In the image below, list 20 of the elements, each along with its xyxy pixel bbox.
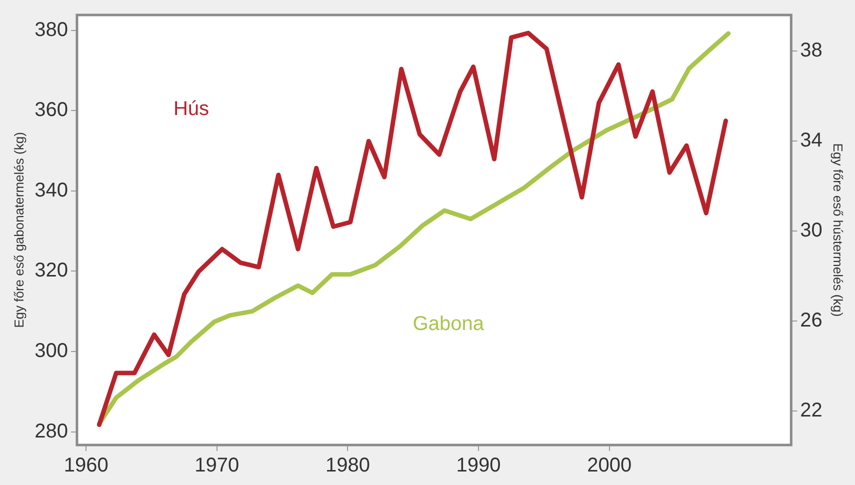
y-tick-label: 340 xyxy=(34,179,68,202)
y-tick-label: 320 xyxy=(34,260,68,282)
x-tick-label: 2000 xyxy=(587,454,632,477)
x-tick-label: 1990 xyxy=(456,454,501,477)
y2-tick-label: 26 xyxy=(800,310,822,332)
y-tick-label: 380 xyxy=(34,18,68,41)
y2-axis-title: Egy főre eső hústermelés (kg) xyxy=(830,143,846,317)
y2-tick-label: 30 xyxy=(800,220,822,242)
x-tick-label: 1980 xyxy=(325,454,370,477)
y-tick-label: 300 xyxy=(34,340,68,362)
y-tick-label: 280 xyxy=(34,420,68,442)
text: Gabona xyxy=(412,313,485,336)
y2-tick-label: 22 xyxy=(800,400,822,422)
text: Hús xyxy=(173,98,210,120)
x-tick-label: 1960 xyxy=(64,454,108,477)
y-tick-label: 360 xyxy=(34,99,68,122)
y-axis-title: Egy főre eső gabonatermelés (kg) xyxy=(11,132,26,328)
x-tick-label: 1970 xyxy=(194,454,240,477)
y2-tick-label: 34 xyxy=(800,130,822,152)
y2-tick-label: 38 xyxy=(800,40,822,62)
